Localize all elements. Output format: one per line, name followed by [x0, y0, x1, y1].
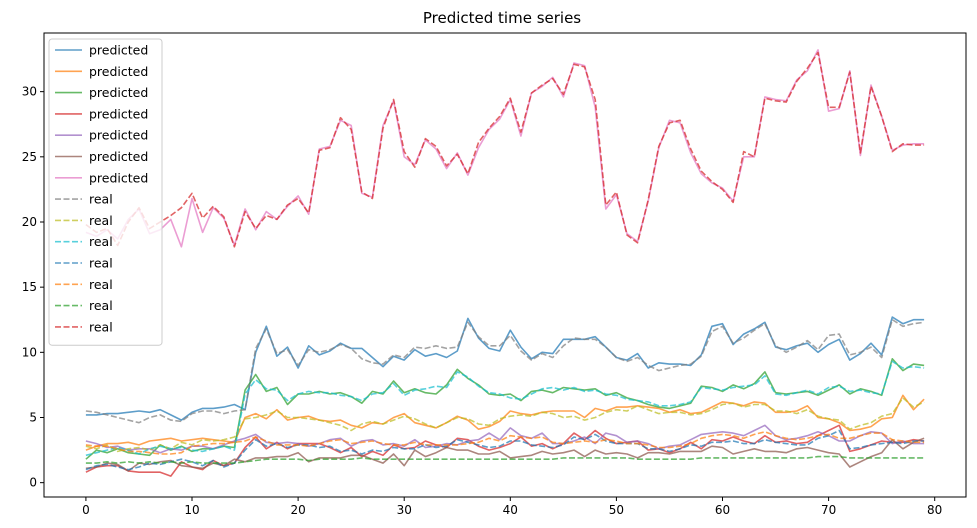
legend-label: real [89, 234, 113, 249]
series-line-predicted-5 [85, 424, 925, 454]
legend-label: predicted [89, 128, 148, 143]
axes-frame [43, 32, 967, 498]
y-axis: 0 5 10 15 20 25 30 [22, 85, 44, 490]
series-line-real-13 [85, 455, 925, 464]
series-line-real-14 [85, 51, 925, 248]
series-line-real-9 [85, 397, 925, 453]
legend-label: real [89, 256, 113, 271]
y-tick-label: 25 [22, 150, 37, 164]
legend-label: predicted [89, 149, 148, 164]
legend-label: predicted [89, 64, 148, 79]
plot-area [85, 49, 925, 477]
series-line-real-10 [85, 360, 925, 457]
y-tick-label: 15 [22, 280, 37, 294]
series-line-predicted-1 [85, 316, 925, 421]
legend-label: real [89, 319, 113, 334]
x-tick-label: 30 [397, 503, 412, 517]
legend-label: predicted [89, 85, 148, 100]
chart-title: Predicted time series [423, 9, 581, 27]
y-tick-label: 30 [22, 85, 37, 99]
series-line-predicted-6 [85, 437, 925, 472]
x-tick-label: 80 [927, 503, 942, 517]
series-line-real-8 [85, 318, 925, 424]
x-tick-label: 70 [821, 503, 836, 517]
y-tick-label: 20 [22, 215, 37, 229]
legend-box [48, 38, 163, 346]
series-line-predicted-2 [85, 394, 925, 451]
x-tick-label: 40 [503, 503, 518, 517]
y-tick-label: 10 [22, 345, 37, 359]
x-tick-label: 20 [290, 503, 305, 517]
series-line-real-12 [85, 430, 925, 455]
x-axis: 0 10 20 30 40 50 60 70 80 [82, 497, 942, 517]
legend-label: predicted [89, 106, 148, 121]
legend-label: real [89, 277, 113, 292]
legend-label: real [89, 298, 113, 313]
legend-label: predicted [89, 43, 148, 58]
x-tick-label: 0 [82, 503, 90, 517]
x-tick-label: 50 [609, 503, 624, 517]
y-tick-label: 0 [29, 476, 37, 490]
x-tick-label: 10 [184, 503, 199, 517]
legend-label: real [89, 192, 113, 207]
legend: predicted predicted predicted predicted pred… [48, 38, 163, 346]
x-tick-label: 60 [715, 503, 730, 517]
legend-label: real [89, 213, 113, 228]
series-line-real-11 [85, 429, 925, 471]
legend-label: predicted [89, 170, 148, 185]
y-tick-label: 5 [29, 410, 37, 424]
